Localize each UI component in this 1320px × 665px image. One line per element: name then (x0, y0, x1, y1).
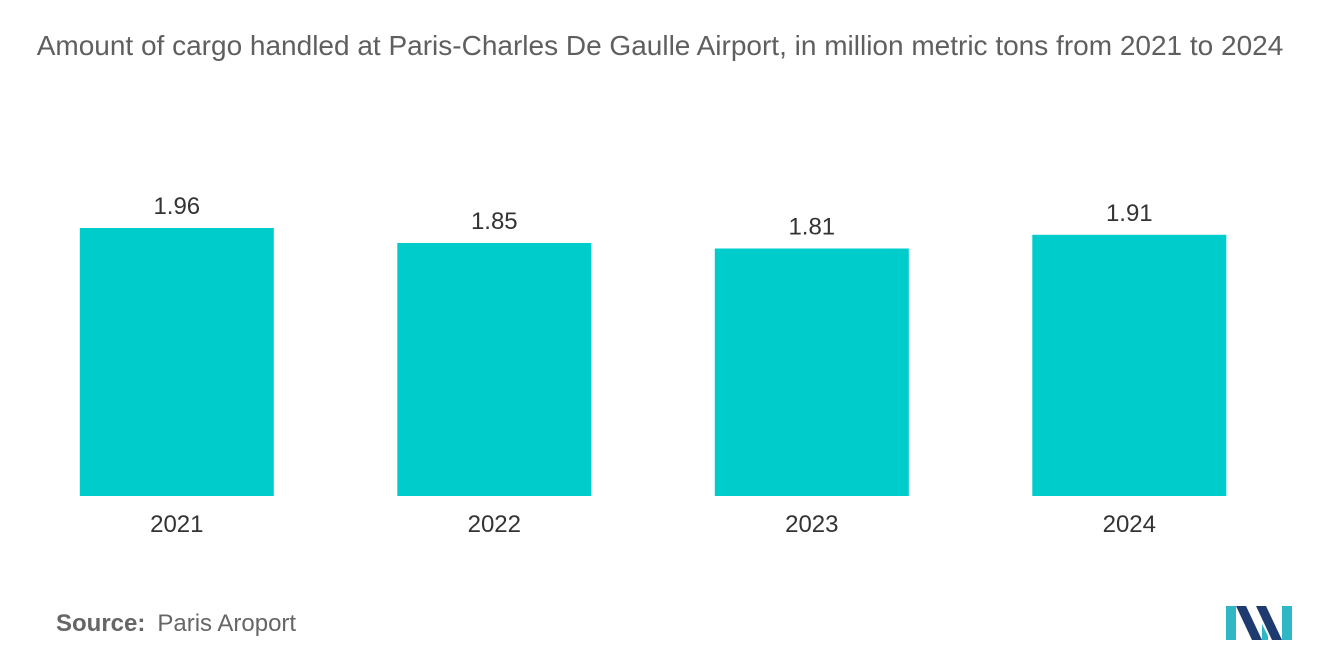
value-label-2023: 1.81 (788, 214, 835, 241)
bars-layer (79, 228, 1227, 497)
value-labels-layer: 1.96 1.85 1.81 1.91 (153, 193, 1152, 241)
source-prefix: Source: (56, 610, 146, 637)
x-tick-label-2023: 2023 (785, 511, 838, 538)
chart-title: Amount of cargo handled at Paris-Charles… (36, 30, 1284, 61)
bar-2023 (714, 248, 909, 496)
bar-2024 (1032, 234, 1227, 497)
bar-2022 (397, 243, 592, 496)
x-axis-tick-labels: 2021 2022 2023 2024 (150, 511, 1156, 538)
x-tick-label-2024: 2024 (1103, 511, 1156, 538)
mordor-intelligence-logo-icon (1226, 606, 1292, 640)
source-note: Source: Paris Aroport (56, 610, 296, 638)
source-text: Paris Aroport (157, 610, 297, 637)
x-tick-label-2022: 2022 (468, 511, 521, 538)
bar-2021 (79, 228, 274, 496)
value-label-2022: 1.85 (471, 208, 518, 235)
value-label-2024: 1.91 (1106, 200, 1153, 227)
value-label-2021: 1.96 (153, 193, 200, 220)
x-tick-label-2021: 2021 (150, 511, 203, 538)
